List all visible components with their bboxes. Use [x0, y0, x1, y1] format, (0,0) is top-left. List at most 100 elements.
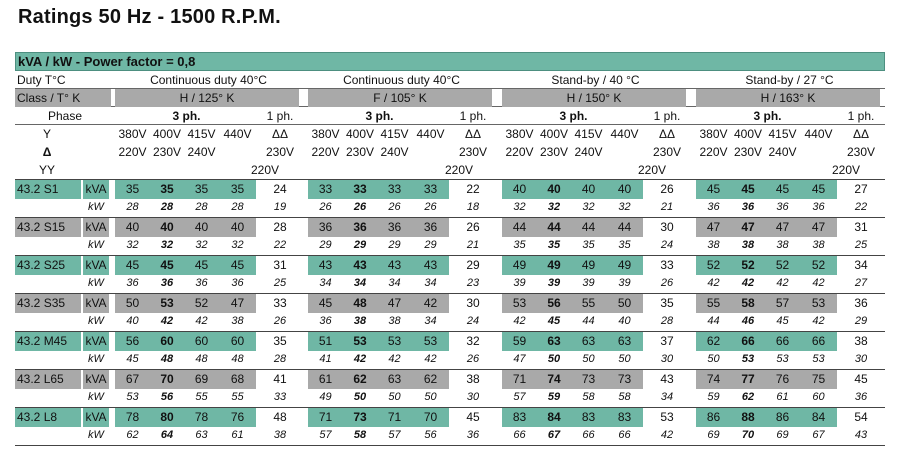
- kva-value: 45: [854, 372, 868, 386]
- kw-value: 45: [547, 315, 561, 327]
- kw-value: 28: [160, 201, 174, 213]
- kw-value: 21: [660, 201, 674, 213]
- kva-value: 73: [343, 408, 377, 427]
- wye-voltage: ΔΔ: [464, 127, 482, 141]
- kw-value: 61: [231, 429, 244, 441]
- wye-voltage: 440V: [223, 127, 252, 141]
- kva-value: 35: [115, 180, 150, 199]
- kw-value: 53: [126, 391, 139, 403]
- kva-value: 73: [606, 370, 643, 389]
- kva-value: 43: [308, 256, 343, 275]
- kw-value: 70: [741, 429, 755, 441]
- kva-value: 45: [731, 180, 765, 199]
- kva-value: 31: [854, 220, 868, 234]
- kw-value: 30: [660, 353, 674, 365]
- kva-value: 56: [115, 332, 150, 351]
- kw-value: 38: [812, 239, 825, 251]
- double-wye-voltage-row: YY 220V 220V 220V 220V: [15, 161, 885, 179]
- unit-kva: kVA: [83, 294, 109, 313]
- kw-value: 28: [195, 201, 208, 213]
- class-header: H / 125° K: [115, 89, 299, 107]
- unit-kva: kVA: [83, 256, 109, 275]
- kw-value: 69: [707, 429, 720, 441]
- kw-value: 44: [582, 315, 595, 327]
- kw-value: 24: [466, 315, 480, 327]
- kw-value: 42: [195, 315, 208, 327]
- delta-voltage: 220V: [118, 145, 147, 159]
- kva-value: 62: [343, 370, 377, 389]
- kw-value: 39: [513, 277, 526, 289]
- delta-voltage: 230V: [152, 145, 182, 159]
- kva-value: 54: [854, 410, 868, 424]
- kw-value: 42: [353, 353, 367, 365]
- kva-value: 52: [800, 256, 837, 275]
- kw-value: 38: [741, 239, 755, 251]
- kva-value: 76: [219, 408, 256, 427]
- kva-value: 52: [731, 256, 765, 275]
- wye-voltage: 380V: [311, 127, 340, 141]
- one-phase-header: 1 ph.: [266, 109, 294, 123]
- kva-value: 40: [115, 218, 150, 237]
- kw-value: 39: [618, 277, 631, 289]
- kva-value: 49: [502, 256, 537, 275]
- kva-value: 60: [219, 332, 256, 351]
- row-separator: [15, 293, 885, 294]
- kw-value: 53: [741, 353, 755, 365]
- delta-voltage: 220V: [699, 145, 728, 159]
- kw-value: 35: [547, 239, 561, 251]
- kva-value: 57: [765, 294, 800, 313]
- kva-value: 36: [854, 296, 868, 310]
- model-name: 43.2 S25: [15, 256, 81, 275]
- kva-value: 47: [696, 218, 731, 237]
- kva-value: 53: [412, 332, 449, 351]
- kva-value: 76: [765, 370, 800, 389]
- kva-value: 78: [184, 408, 219, 427]
- kva-value: 53: [502, 294, 537, 313]
- unit-kva: kVA: [83, 180, 109, 199]
- three-phase-header: 3 ph.: [753, 109, 782, 123]
- three-phase-header: 3 ph.: [365, 109, 394, 123]
- kva-value: 32: [466, 334, 480, 348]
- kw-value: 40: [126, 315, 139, 327]
- kva-value: 47: [800, 218, 837, 237]
- kw-value: 50: [618, 353, 631, 365]
- kva-value: 86: [765, 408, 800, 427]
- delta-voltage: 230V: [652, 145, 682, 159]
- double-wye-voltage: 220V: [444, 163, 474, 177]
- kw-value: 35: [618, 239, 631, 251]
- phase-row: Phase 3 ph. 1 ph. 3 ph. 1 ph. 3 ph. 1 ph. 3 ph.…: [15, 107, 885, 125]
- kw-value: 30: [466, 391, 480, 403]
- unit-kw: kW: [88, 315, 104, 327]
- kw-value: 32: [513, 201, 526, 213]
- kva-value: 83: [571, 408, 606, 427]
- kva-value: 70: [412, 408, 449, 427]
- kw-value: 36: [160, 277, 174, 289]
- unit-kva: kVA: [83, 408, 109, 427]
- kw-value: 28: [273, 353, 287, 365]
- class-header: H / 163° K: [696, 89, 880, 107]
- kw-value: 21: [466, 239, 480, 251]
- kw-value: 22: [854, 201, 868, 213]
- kw-value: 48: [231, 353, 244, 365]
- kva-value: 45: [696, 180, 731, 199]
- kw-value: 18: [466, 201, 480, 213]
- kva-value: 63: [377, 370, 412, 389]
- kva-value: 62: [412, 370, 449, 389]
- double-wye-voltage: 220V: [250, 163, 280, 177]
- kw-value: 46: [741, 315, 755, 327]
- kw-value: 42: [812, 277, 825, 289]
- row-separator: [15, 217, 885, 218]
- kw-value: 28: [231, 201, 244, 213]
- wye-voltage: 415V: [574, 127, 603, 141]
- kva-value: 43: [343, 256, 377, 275]
- kw-value: 22: [273, 239, 287, 251]
- kva-value: 49: [571, 256, 606, 275]
- wye-voltage: 400V: [345, 127, 375, 141]
- kva-value: 49: [606, 256, 643, 275]
- kw-value: 42: [741, 277, 755, 289]
- double-wye-label: YY: [38, 163, 55, 177]
- kva-value: 33: [377, 180, 412, 199]
- kva-value: 33: [412, 180, 449, 199]
- model-name: 43.2 S15: [15, 218, 81, 237]
- kw-value: 50: [424, 391, 437, 403]
